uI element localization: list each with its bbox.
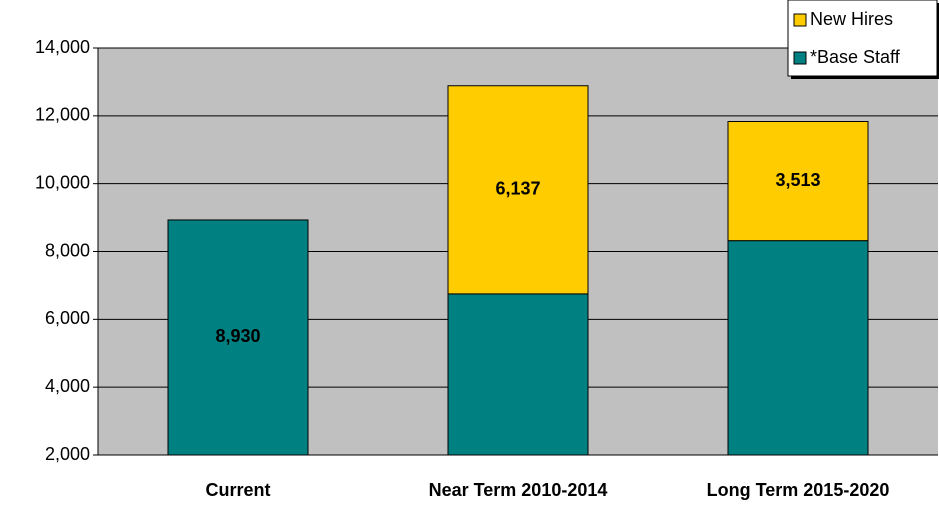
legend-label: New Hires	[810, 9, 893, 29]
data-label: 6,137	[495, 179, 540, 199]
legend-label: *Base Staff	[810, 47, 901, 67]
x-tick-label: Near Term 2010-2014	[429, 480, 608, 500]
legend-swatch	[793, 13, 807, 27]
data-label: 3,513	[775, 170, 820, 190]
y-tick-label: 10,000	[35, 172, 90, 192]
y-tick-label: 6,000	[45, 308, 90, 328]
bar-segment	[727, 240, 869, 456]
y-tick-label: 8,000	[45, 240, 90, 260]
y-tick-label: 14,000	[35, 37, 90, 57]
legend-swatch	[793, 51, 807, 65]
bar-segment	[727, 120, 869, 242]
y-tick-label: 4,000	[45, 376, 90, 396]
x-tick-label: Long Term 2015-2020	[707, 480, 890, 500]
bar-segment	[167, 219, 309, 456]
legend	[787, 0, 938, 77]
y-tick-label: 12,000	[35, 105, 90, 125]
y-tick-label: 2,000	[45, 444, 90, 464]
bar-segment	[447, 293, 589, 456]
data-label: 8,930	[215, 326, 260, 346]
bar-segment	[447, 85, 589, 295]
x-tick-label: Current	[205, 480, 270, 500]
